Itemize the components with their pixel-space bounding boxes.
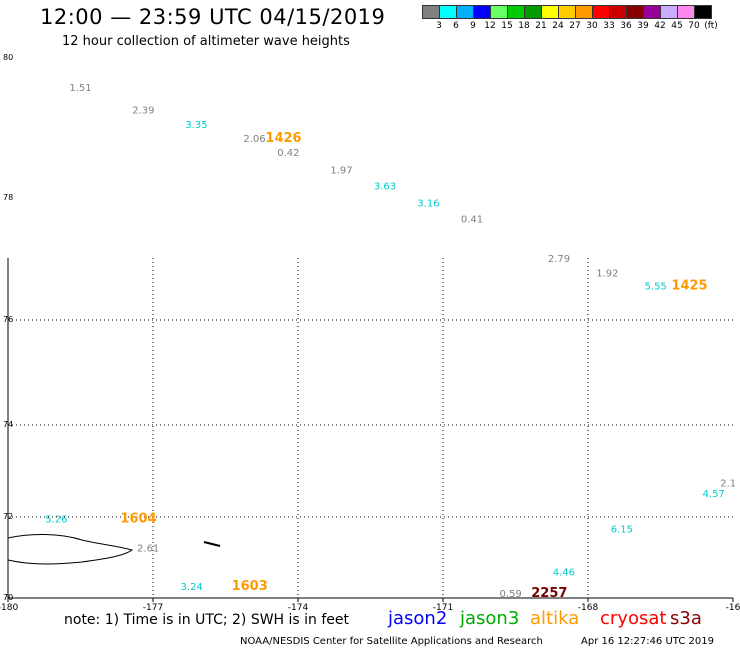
legend-note: note: 1) Time is in UTC; 2) SWH is in fe… — [64, 612, 350, 628]
mission-legend-item: altika — [530, 608, 580, 629]
wave-height-label: 3.24 — [181, 582, 203, 593]
color-scale-label: 33 — [603, 21, 615, 31]
longitude-tick-label: -174 — [288, 603, 309, 613]
color-scale-label: 70 — [688, 21, 700, 31]
mission-legend-item: s3a — [670, 608, 702, 629]
wave-height-label: 6.15 — [611, 524, 633, 535]
wave-height-label: 0.59 — [500, 589, 522, 600]
wave-height-label: 1.97 — [330, 166, 352, 177]
pass-time-label: 1603 — [232, 579, 268, 594]
color-scale-label: 39 — [637, 21, 649, 31]
generated-timestamp: Apr 16 12:27:46 UTC 2019 — [581, 636, 714, 647]
wave-height-label: 4.57 — [703, 489, 725, 500]
coastline-islet — [203, 541, 221, 547]
wave-height-label: 2.1 — [720, 479, 736, 490]
wave-height-label: 2.06 — [243, 134, 265, 145]
color-scale-label: 18 — [518, 21, 530, 31]
mission-legend-item: jason2 — [388, 608, 448, 629]
latitude-tick-label: 78 — [3, 193, 13, 202]
pass-time-label: 1604 — [120, 512, 156, 527]
longitude-tick-label: -171 — [433, 603, 453, 613]
wave-height-label: 0.41 — [461, 214, 483, 225]
mission-legend-item: jason3 — [460, 608, 520, 629]
map-subtitle: 12 hour collection of altimeter wave hei… — [62, 34, 350, 49]
wave-height-label: 3.63 — [374, 182, 396, 193]
color-scale-label: 3 — [436, 21, 442, 31]
color-scale-label: 30 — [586, 21, 598, 31]
latitude-tick-label: 70 — [3, 593, 13, 602]
color-scale-label: 36 — [620, 21, 632, 31]
pass-time-label: 2257 — [531, 586, 567, 601]
wave-height-color-scale — [422, 5, 712, 19]
color-scale-label: 45 — [671, 21, 683, 31]
color-scale-label: 27 — [569, 21, 581, 31]
color-scale-label: 12 — [484, 21, 496, 31]
longitude-tick-label: -168 — [578, 603, 599, 613]
latitude-tick-label: 76 — [3, 315, 13, 324]
color-scale-unit: (ft) — [704, 21, 718, 31]
wave-height-label: 2.61 — [137, 543, 159, 554]
longitude-tick-label: -177 — [143, 603, 163, 613]
map-title: 12:00 — 23:59 UTC 04/15/2019 — [40, 5, 386, 29]
color-scale-label: 21 — [535, 21, 547, 31]
color-scale-label: 42 — [654, 21, 666, 31]
mission-legend-item: cryosat — [600, 608, 667, 629]
color-scale-label: 24 — [552, 21, 564, 31]
coastline-island — [7, 533, 134, 565]
pass-time-label: 1426 — [265, 131, 301, 146]
wave-height-label: 1.51 — [69, 83, 91, 94]
credit-line: NOAA/NESDIS Center for Satellite Applica… — [240, 636, 543, 647]
color-scale-label: 15 — [501, 21, 513, 31]
latitude-tick-label: 72 — [3, 512, 13, 521]
latitude-tick-label: 74 — [3, 420, 13, 429]
wave-height-label: 4.46 — [553, 567, 575, 578]
wave-height-label: 2.39 — [132, 105, 154, 116]
color-scale-label: 6 — [453, 21, 459, 31]
latitude-tick-label: 80 — [3, 53, 13, 62]
wave-height-label: 5.26 — [45, 515, 67, 526]
wave-height-label: 3.16 — [417, 199, 439, 210]
wave-height-label: 0.42 — [277, 148, 299, 159]
wave-height-label: 3.35 — [185, 120, 207, 131]
longitude-tick-label: -180 — [0, 603, 18, 613]
color-scale-labels: 3 6 9 12 15 18 21 24 27 30 33 36 39 42 45 70 (ft) — [422, 21, 740, 33]
color-scale-swatch — [694, 5, 712, 19]
color-scale-label: 9 — [470, 21, 476, 31]
pass-time-label: 1425 — [671, 279, 707, 294]
wave-height-label: 2.79 — [548, 254, 570, 265]
longitude-tick-label: -16 — [726, 603, 740, 613]
wave-height-label: 1.92 — [596, 269, 618, 280]
wave-height-label: 5.55 — [645, 282, 667, 293]
